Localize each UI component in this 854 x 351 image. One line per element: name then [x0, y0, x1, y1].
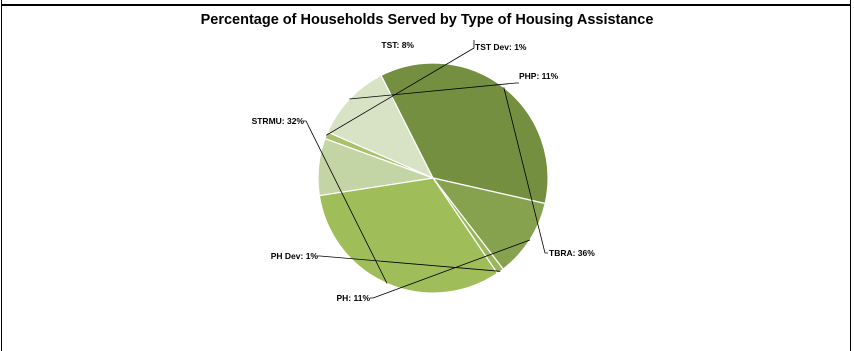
- leader-line-ph: [370, 239, 531, 299]
- leader-line-tst-dev: [325, 40, 475, 136]
- slice-label-tst: TST: 8%: [381, 40, 414, 50]
- leader-line-ph-dev: [317, 255, 501, 272]
- chart-title: Percentage of Households Served by Type …: [201, 12, 654, 28]
- slice-label-ph: PH: 11%: [336, 293, 370, 303]
- slice-labels: TST Dev: 1% PHP: 11% TBRA: 36% PH: 11% PH De…: [252, 40, 596, 303]
- slice-label-tst-dev: TST Dev: 1%: [475, 42, 527, 52]
- slice-label-ph-dev: PH Dev: 1%: [271, 251, 319, 261]
- slice-label-tbra: TBRA: 36%: [549, 248, 595, 258]
- top-frame: [1, 0, 851, 5]
- leader-lines: [303, 40, 548, 299]
- leader-line-php: [349, 82, 519, 100]
- slice-tst: [317, 137, 434, 197]
- chart-frame: [1, 5, 851, 351]
- pie-slices: [317, 62, 549, 294]
- leader-line-tbra: [503, 87, 548, 254]
- slice-label-php: PHP: 11%: [519, 71, 559, 81]
- slice-label-strmu: STRMU: 32%: [252, 116, 305, 126]
- leader-line-strmu: [303, 120, 388, 284]
